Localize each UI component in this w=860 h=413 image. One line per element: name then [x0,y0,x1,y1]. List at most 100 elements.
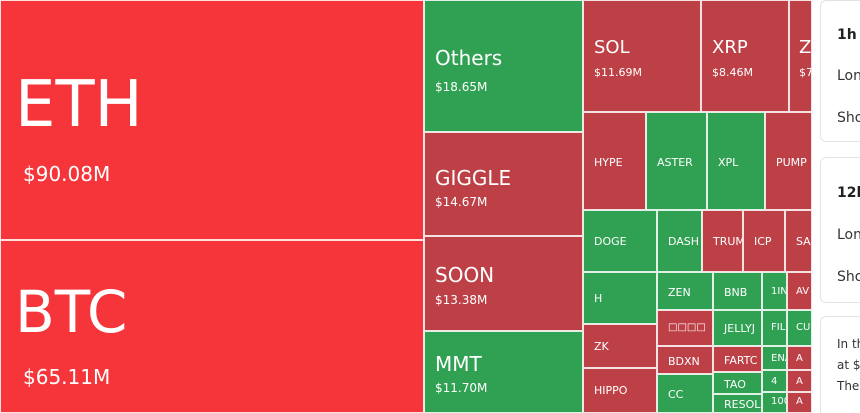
tile-a3[interactable]: A [787,392,812,413]
liquidation-summary-card: In th at $ The [820,316,860,413]
tile-a1[interactable]: A [787,346,812,370]
tile-sa[interactable]: SA [785,210,812,272]
tile-others[interactable]: Others $18.65M [424,0,583,132]
card-12h-long-label: Lon [837,227,860,243]
tile-jellyj[interactable]: JELLYJ [713,310,762,346]
card-12h-title: 12h [837,185,860,201]
tile-symbol: Z [799,37,812,58]
tile-fartc[interactable]: FARTC [713,346,762,372]
tile-symbol: GIGGLE [435,166,512,190]
tile-1in[interactable]: 1IN [762,272,787,310]
tile-value: $8.46M [712,66,753,79]
tile-value: $7 [799,66,812,79]
tile-resol[interactable]: RESOL [713,394,762,413]
tile-sol[interactable]: SOL $11.69M [583,0,701,112]
tile-symbol: BTC [15,278,128,346]
tile-giggle[interactable]: GIGGLE $14.67M [424,132,583,236]
tile-cu[interactable]: CU [787,310,812,346]
tile-symbol: HYPE [594,156,623,169]
tile-btc[interactable]: BTC $65.11M [0,240,424,413]
tile-icp[interactable]: ICP [743,210,785,272]
tile-symbol: ICP [754,235,772,248]
liquidation-12h-card[interactable]: 12h Lon Sho [820,157,860,303]
tile-symbol: DASH [668,235,700,248]
tile-symbol: CC [668,388,684,401]
tile-symbol: ZEN [668,286,691,299]
tile-symbol: HIPPO [594,384,628,397]
tile-symbol: TRUM [713,235,743,248]
tile-four[interactable]: 4 [762,370,787,392]
tile-value: $90.08M [23,162,111,186]
tile-symbol: BNB [724,286,748,299]
tile-symbol: TAO [724,378,746,391]
tile-symbol: RESOL [724,398,761,411]
tile-hundred[interactable]: 100 [762,392,787,413]
tile-cjk[interactable]: □□□□ [657,310,713,346]
tile-value: $13.38M [435,293,488,307]
liquidation-1h-card[interactable]: 1h Lon Sho [820,0,860,142]
tile-a2[interactable]: A [787,370,812,392]
tile-zen[interactable]: ZEN [657,272,713,310]
tile-value: $18.65M [435,80,488,94]
tile-zk[interactable]: ZK [583,324,657,368]
tile-symbol: A [796,353,803,364]
summary-line-2: at $ [837,358,860,372]
tile-aster[interactable]: ASTER [646,112,707,210]
tile-symbol: AV [796,286,810,297]
tile-value: $14.67M [435,195,488,209]
tile-cc[interactable]: CC [657,374,713,413]
tile-symbol: 4 [771,376,778,387]
tile-tao[interactable]: TAO [713,372,762,394]
tile-symbol: JELLYJ [724,322,755,335]
tile-symbol: ETH [15,68,143,142]
tile-mmt[interactable]: MMT $11.70M [424,331,583,413]
tile-z[interactable]: Z $7 [789,0,812,112]
tile-symbol: SOON [435,263,495,287]
tile-symbol: MMT [435,352,482,376]
tile-pump[interactable]: PUMP [765,112,812,210]
tile-xpl[interactable]: XPL [707,112,765,210]
tile-symbol: □□□□ [668,322,706,333]
tile-bnb[interactable]: BNB [713,272,762,310]
tile-fil[interactable]: FIL [762,310,787,346]
tile-symbol: H [594,292,603,305]
tile-bdxn[interactable]: BDXN [657,346,713,374]
tile-av[interactable]: AV [787,272,812,310]
card-1h-short-label: Sho [837,110,860,126]
tile-symbol: A [796,396,803,407]
tile-doge[interactable]: DOGE [583,210,657,272]
tile-symbol: ZK [594,340,609,353]
summary-line-1: In th [837,337,860,351]
tile-soon[interactable]: SOON $13.38M [424,236,583,331]
tile-trum[interactable]: TRUM [702,210,743,272]
tile-symbol: BDXN [668,355,700,368]
tile-symbol: 1IN [771,286,787,297]
summary-line-3: The [837,379,860,393]
card-1h-long-label: Lon [837,68,860,84]
tile-symbol: FARTC [724,354,758,367]
tile-symbol: XRP [712,37,748,58]
tile-symbol: PUMP [776,156,807,169]
tile-symbol: Others [435,46,503,70]
tile-symbol: SOL [594,37,630,58]
card-12h-short-label: Sho [837,269,860,285]
tile-dash[interactable]: DASH [657,210,702,272]
tile-eth[interactable]: ETH $90.08M [0,0,424,240]
tile-symbol: 100 [771,396,786,407]
tile-symbol: XPL [718,156,739,169]
tile-xrp[interactable]: XRP $8.46M [701,0,789,112]
tile-h[interactable]: H [583,272,657,324]
tile-value: $11.70M [435,381,488,395]
tile-value: $11.69M [594,66,642,79]
tile-symbol: ENA [771,353,786,364]
tile-ena[interactable]: ENA [762,346,787,370]
tile-symbol: ASTER [657,156,693,169]
tile-value: $65.11M [23,365,111,389]
tile-hype[interactable]: HYPE [583,112,646,210]
card-1h-title: 1h [837,27,857,43]
tile-symbol: CU [796,322,811,333]
tile-hippo[interactable]: HIPPO [583,368,657,413]
tile-symbol: A [796,376,803,387]
tile-symbol: SA [796,235,811,248]
